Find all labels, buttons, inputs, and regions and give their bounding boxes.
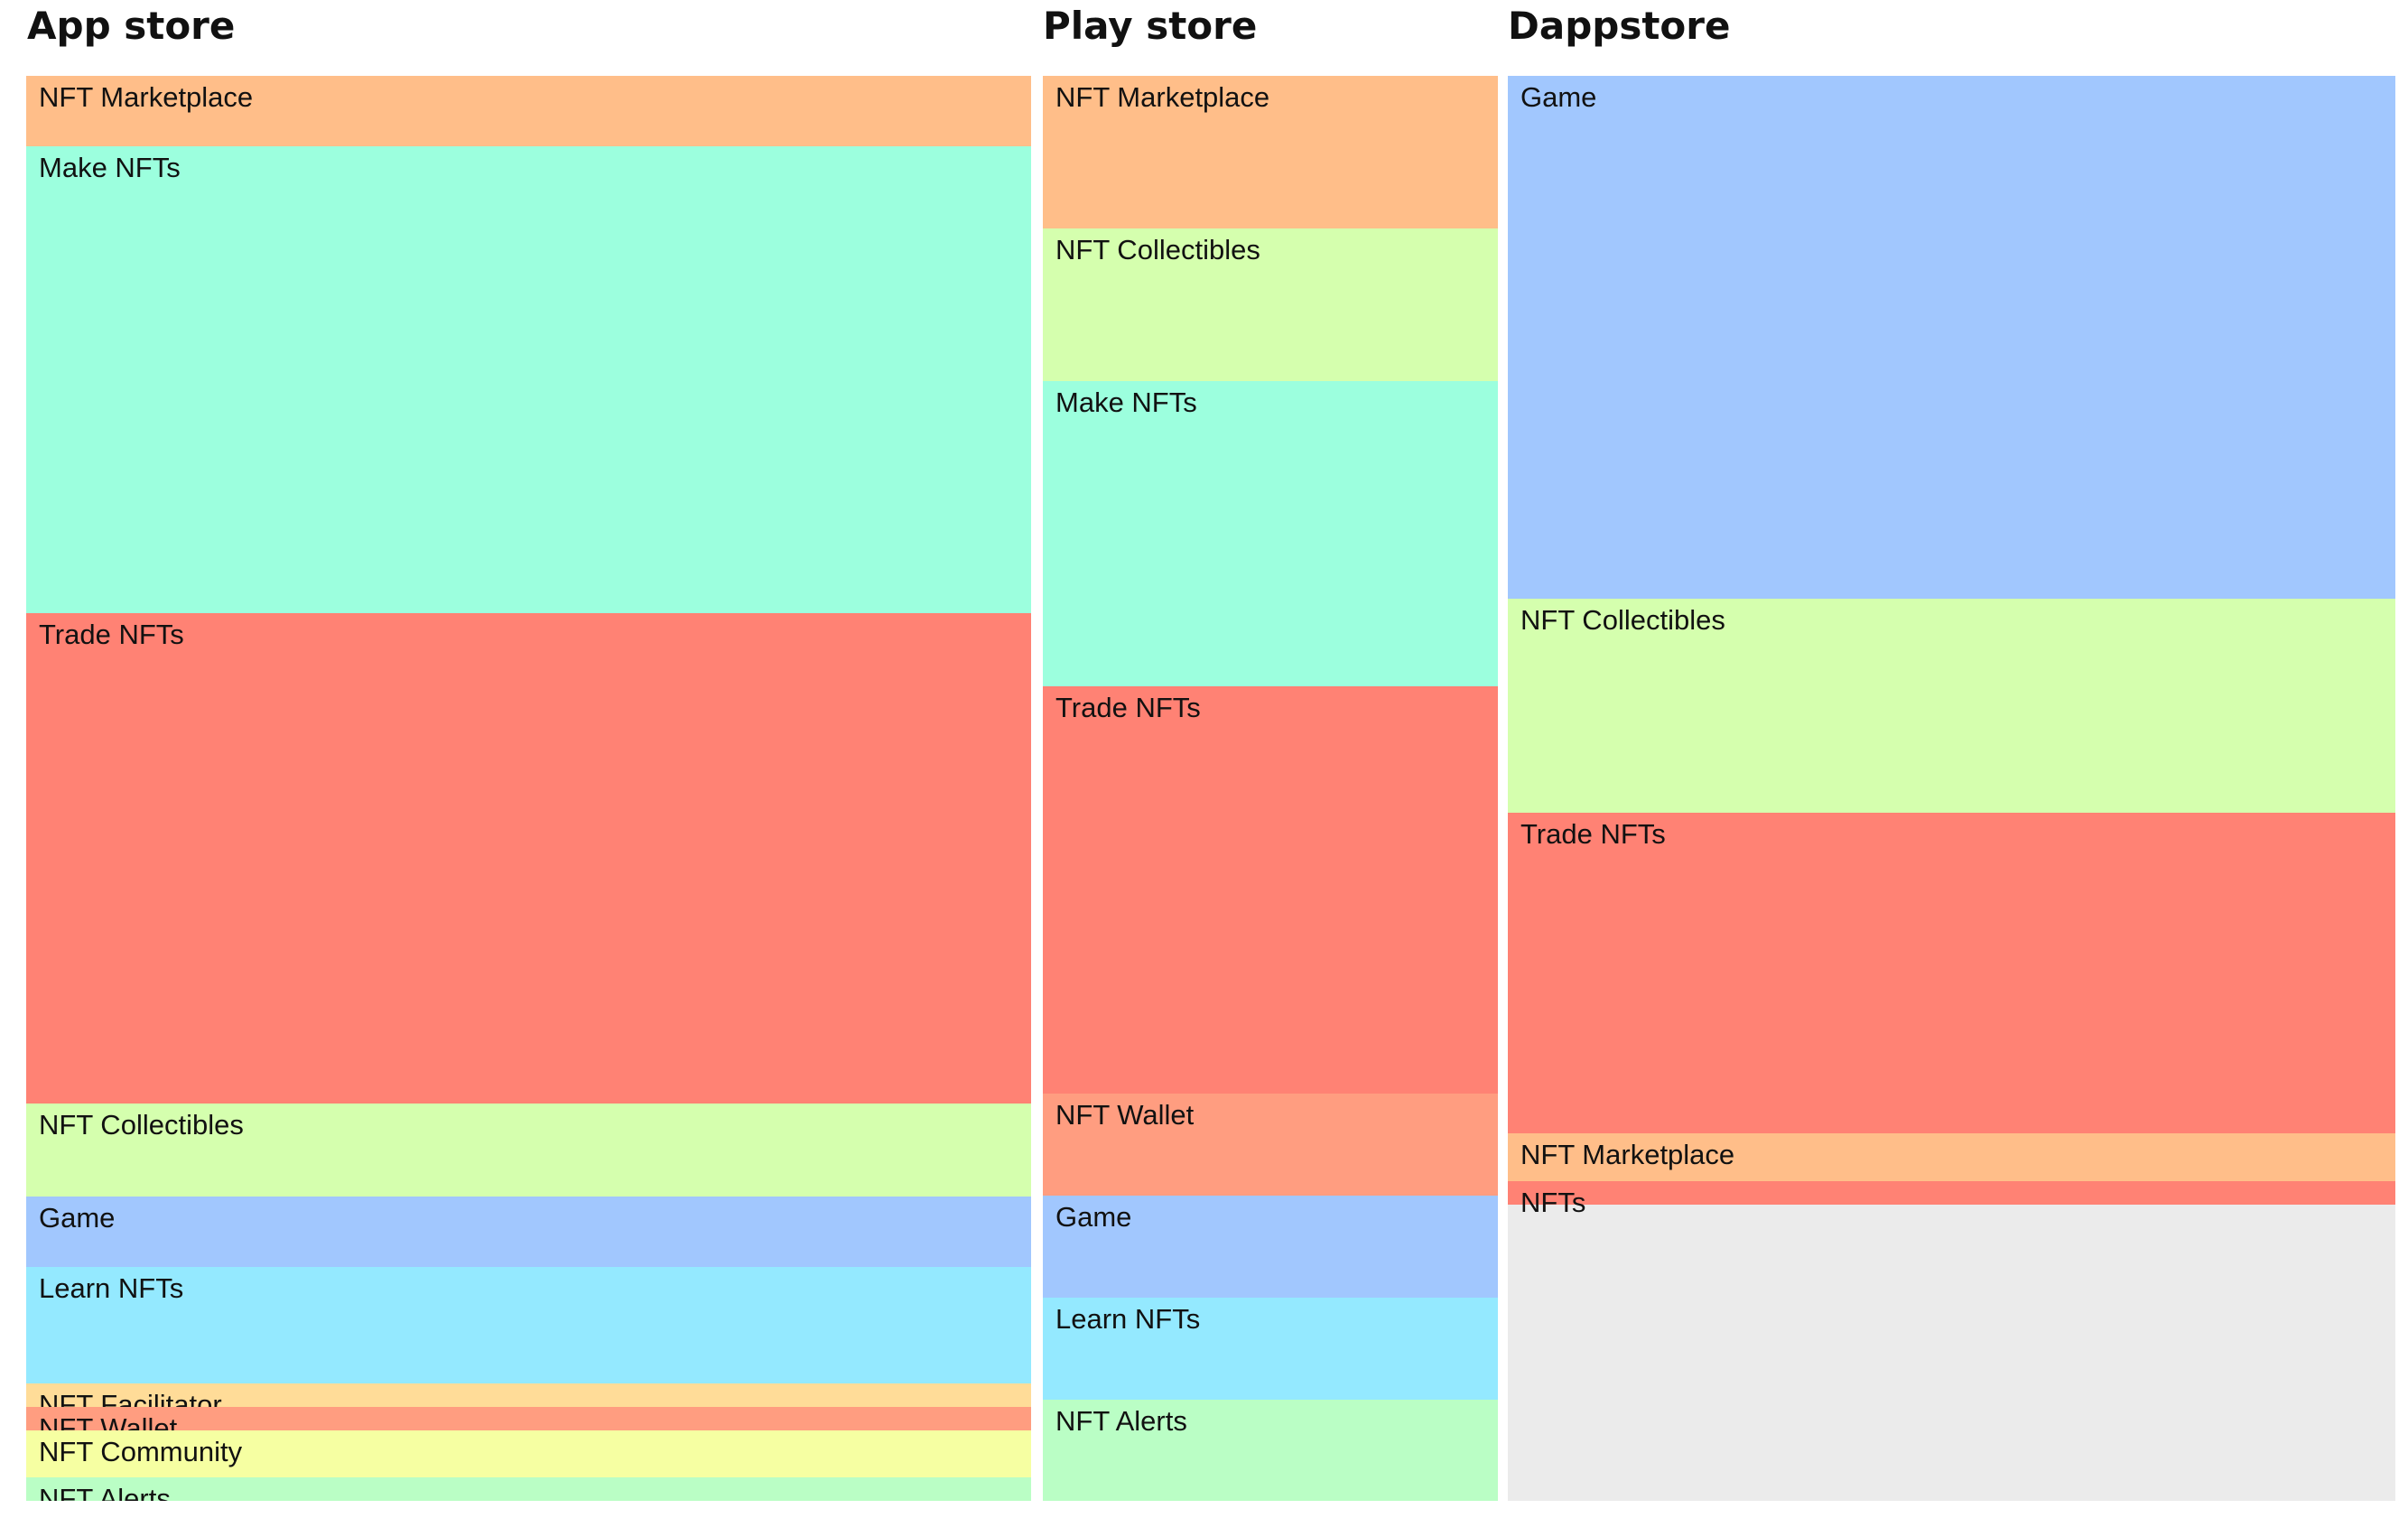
play-store-column: NFT Marketplace NFT Collectibles Make NFTs…	[1043, 76, 1498, 1501]
segment-game	[26, 1197, 1031, 1267]
segment-trade-nfts	[26, 613, 1031, 1104]
segment-trade-nfts	[1508, 813, 2395, 1133]
segment-nft-marketplace	[26, 76, 1031, 146]
segment-nft-marketplace	[1043, 76, 1498, 228]
segment-nft-collectibles	[26, 1104, 1031, 1197]
segment-learn-nfts	[1043, 1298, 1498, 1400]
segment-game	[1508, 76, 2395, 599]
segment-nft-wallet	[26, 1407, 1031, 1430]
segment-nft-marketplace	[1508, 1133, 2395, 1181]
dappstore-column: Game NFT Collectibles Trade NFTs NFT Market…	[1508, 76, 2395, 1501]
segment-trade-nfts	[1043, 686, 1498, 1094]
segment-game	[1043, 1196, 1498, 1298]
column-title-play-store: Play store	[1043, 4, 1258, 48]
segment-make-nfts	[1043, 381, 1498, 686]
segment-nft-collectibles	[1043, 228, 1498, 381]
segment-nft-collectibles	[1508, 599, 2395, 813]
segment-nft-alerts	[1043, 1400, 1498, 1501]
segment-nft-wallet	[1043, 1094, 1498, 1196]
column-title-app-store: App store	[27, 4, 236, 48]
segment-learn-nfts	[26, 1267, 1031, 1383]
app-store-column: NFT Marketplace Make NFTs Trade NFTs NFT Co…	[26, 76, 1031, 1501]
segment-make-nfts	[26, 146, 1031, 613]
segment-nft-community	[26, 1430, 1031, 1477]
column-title-dappstore: Dappstore	[1508, 4, 1731, 48]
segment-nfts	[1508, 1181, 2395, 1205]
segment-nft-facilitator	[26, 1383, 1031, 1407]
segment-nft-alerts	[26, 1477, 1031, 1501]
